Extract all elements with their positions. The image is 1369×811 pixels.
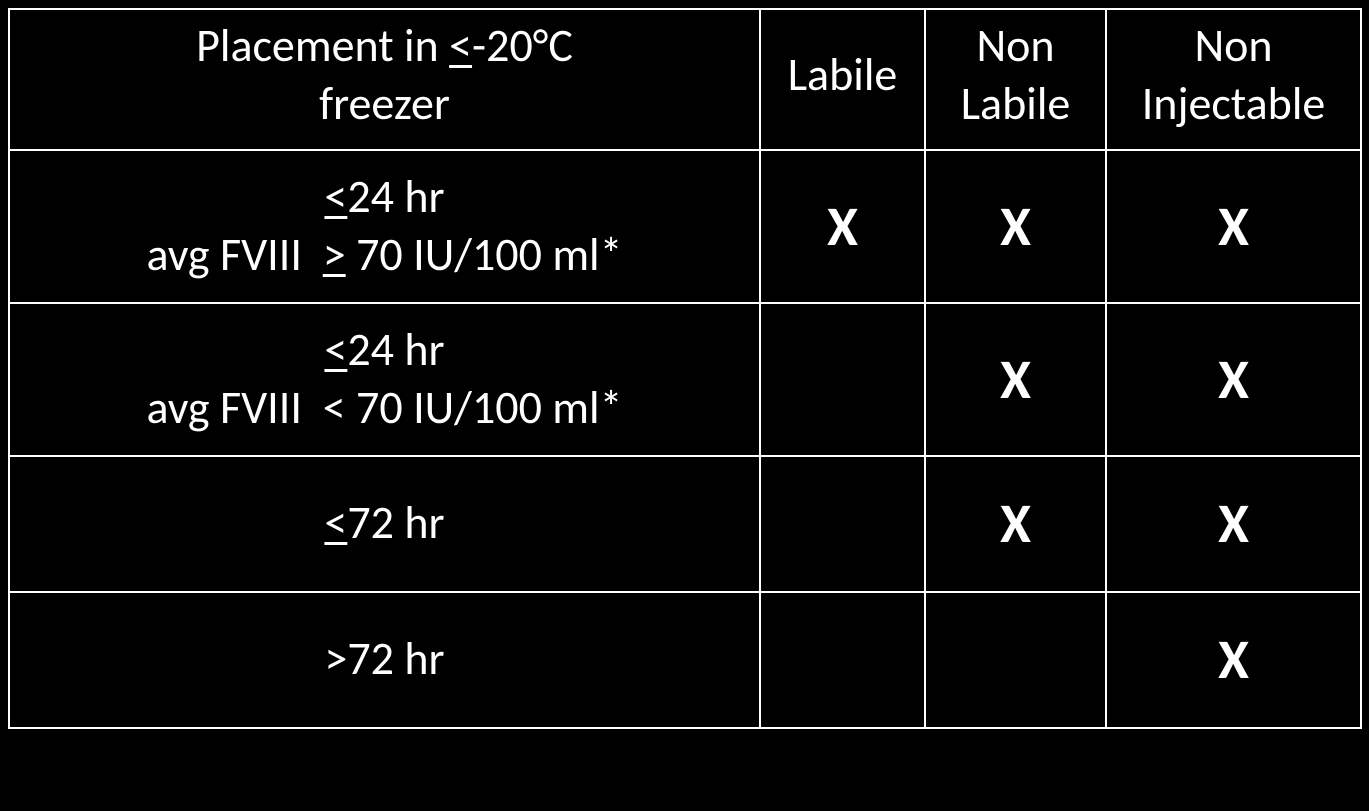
mark-cell: X: [925, 150, 1106, 303]
row-label: >72 hr: [9, 592, 760, 728]
header-non-injectable-line1: Non: [1113, 18, 1354, 76]
header-placement-line2: freezer: [16, 76, 753, 134]
header-non-injectable-line2: Injectable: [1113, 76, 1354, 134]
row-label-line1: <24 hr: [18, 169, 751, 227]
header-row: Placement in <-20°C freezer Labile Non L…: [9, 9, 1361, 150]
row-label-line1: <72 hr: [18, 495, 751, 553]
table-row: <24 hravg FVIII > 70 IU/100 ml*XXX: [9, 150, 1361, 303]
row-label: <24 hravg FVIII < 70 IU/100 ml*: [9, 303, 760, 456]
table-row: <24 hravg FVIII < 70 IU/100 ml* XX: [9, 303, 1361, 456]
plasma-classification-table: Placement in <-20°C freezer Labile Non L…: [8, 8, 1362, 729]
mark-cell: X: [760, 150, 925, 303]
header-non-labile: Non Labile: [925, 9, 1106, 150]
mark-cell: [760, 592, 925, 728]
mark-cell: X: [1106, 150, 1361, 303]
mark-cell: [925, 592, 1106, 728]
row-label-line2: avg FVIII < 70 IU/100 ml*: [18, 380, 751, 438]
header-labile-line1: Labile: [767, 47, 918, 105]
row-label: <24 hravg FVIII > 70 IU/100 ml*: [9, 150, 760, 303]
mark-cell: X: [1106, 592, 1361, 728]
row-label-line1: >72 hr: [18, 631, 751, 689]
table-header: Placement in <-20°C freezer Labile Non L…: [9, 9, 1361, 150]
header-placement-line1: Placement in <-20°C: [16, 18, 753, 76]
mark-cell: X: [925, 456, 1106, 592]
row-label-line2: avg FVIII > 70 IU/100 ml*: [18, 227, 751, 285]
mark-cell: X: [1106, 456, 1361, 592]
row-label: <72 hr: [9, 456, 760, 592]
mark-cell: [760, 456, 925, 592]
table-body: <24 hravg FVIII > 70 IU/100 ml*XXX<24 hr…: [9, 150, 1361, 728]
row-label-line1: <24 hr: [18, 322, 751, 380]
header-non-injectable: Non Injectable: [1106, 9, 1361, 150]
mark-cell: X: [925, 303, 1106, 456]
table-container: Placement in <-20°C freezer Labile Non L…: [0, 0, 1369, 811]
table-row: <72 hr XX: [9, 456, 1361, 592]
mark-cell: [760, 303, 925, 456]
header-labile: Labile: [760, 9, 925, 150]
mark-cell: X: [1106, 303, 1361, 456]
header-non-labile-line1: Non: [932, 18, 1099, 76]
header-placement: Placement in <-20°C freezer: [9, 9, 760, 150]
header-non-labile-line2: Labile: [932, 76, 1099, 134]
table-row: >72 hr X: [9, 592, 1361, 728]
